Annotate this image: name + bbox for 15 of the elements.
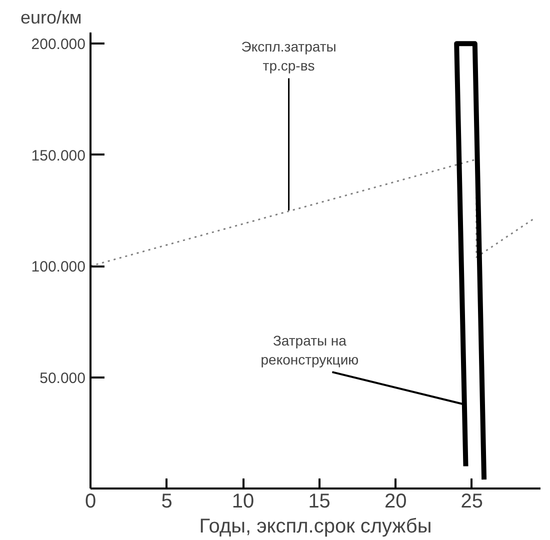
x-tick-label: 25 (460, 490, 483, 512)
x-tick-label: 20 (384, 490, 407, 512)
y-tick-label: 200.000 (31, 36, 86, 54)
x-tick-label: 0 (84, 490, 96, 512)
y-axis-title: euro/км (20, 8, 82, 28)
x-tick-label: 5 (161, 490, 172, 512)
x-tick-label: 10 (232, 490, 254, 512)
y-tick-label: 100.000 (31, 258, 86, 276)
line-series (90, 158, 534, 267)
y-tick-label: 150.000 (31, 147, 86, 164)
y-tick-label: 50.000 (40, 370, 86, 387)
annotation: Экспл.затраты тр.ср-вs (241, 38, 336, 74)
x-tick-label: 15 (308, 490, 330, 512)
x-axis-title: Годы, экспл.срок службы (199, 516, 432, 538)
annotation: Затраты на реконструкцию (260, 332, 359, 368)
